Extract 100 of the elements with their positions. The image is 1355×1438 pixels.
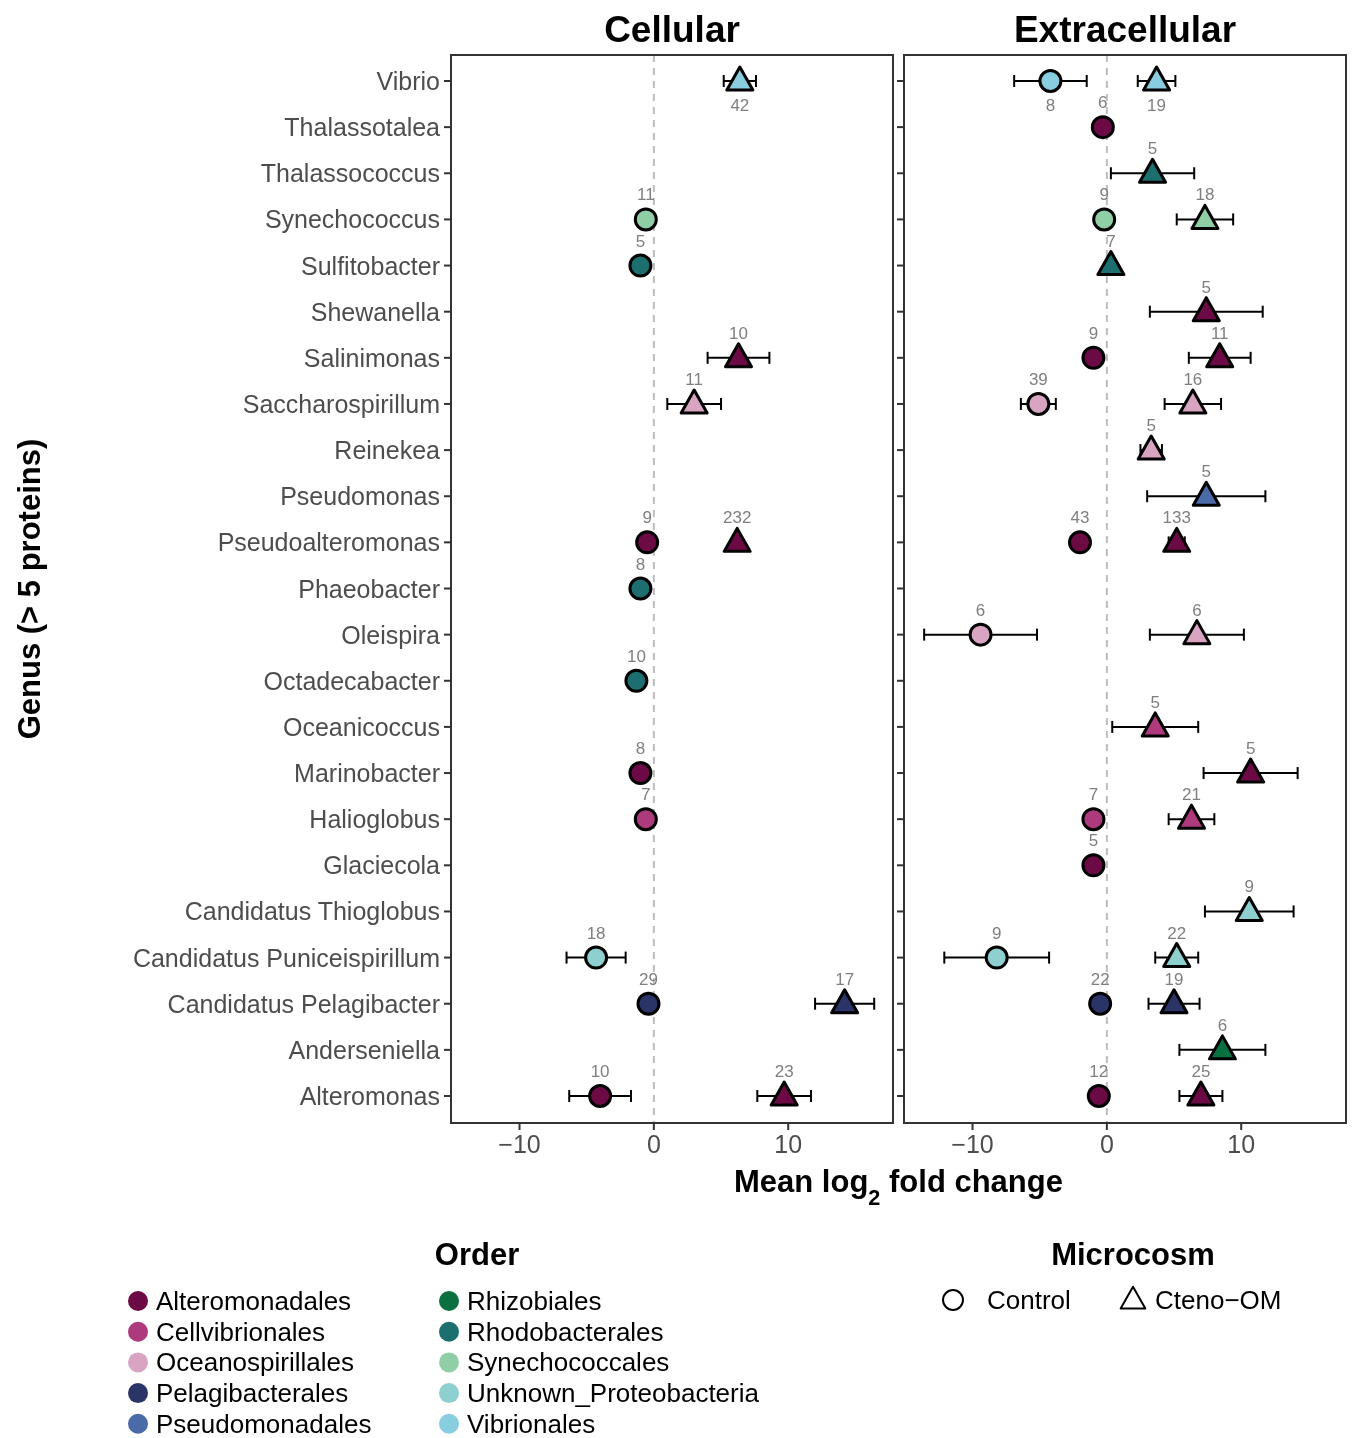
point xyxy=(636,991,661,1016)
annotation: 5 xyxy=(1150,692,1160,712)
annotation: 5 xyxy=(1201,462,1212,482)
point xyxy=(633,807,658,832)
point xyxy=(1096,250,1126,277)
annotation: 5 xyxy=(1201,277,1212,297)
point xyxy=(1026,391,1051,416)
annotation: 17 xyxy=(835,969,855,989)
legend-label: Pseudomonadales xyxy=(156,1408,372,1438)
annotation: 9 xyxy=(1099,185,1109,205)
point xyxy=(1182,619,1212,646)
y-tick-label: Alteromonas xyxy=(299,1082,440,1110)
annotation: 11 xyxy=(1210,323,1229,343)
annotation: 9 xyxy=(991,923,1002,943)
annotation: 19 xyxy=(1147,96,1167,115)
x-tick-label: 0 xyxy=(1099,1130,1114,1158)
legend-label: Rhodobacterales xyxy=(467,1316,664,1347)
y-tick-label: Glaciecola xyxy=(323,851,441,880)
chart-title: Extracellular xyxy=(1013,9,1237,50)
legend-label: Alteromonadales xyxy=(156,1286,352,1316)
annotation: 8 xyxy=(635,554,646,574)
annotation: 5 xyxy=(1146,416,1156,436)
x-tick-label: 10 xyxy=(1227,1130,1256,1158)
annotation: 8 xyxy=(1045,96,1056,115)
point xyxy=(1162,942,1192,969)
annotation: 43 xyxy=(1070,508,1090,528)
annotation: 6 xyxy=(1217,1015,1228,1035)
annotation: 7 xyxy=(1088,785,1099,805)
y-tick-label: Marinobacter xyxy=(294,759,440,788)
point xyxy=(1178,388,1208,415)
point xyxy=(1142,65,1172,92)
legend-label: Unknown_Proteobacteria xyxy=(467,1378,760,1409)
text: Cteno−OM xyxy=(1155,1285,1282,1315)
annotation: 10 xyxy=(590,1062,610,1081)
point xyxy=(1191,480,1221,507)
point xyxy=(628,576,653,601)
annotation: 10 xyxy=(729,323,748,343)
y-tick-label: Reinekea xyxy=(334,436,441,465)
chart-title: Cellular xyxy=(604,9,740,50)
annotation: 9 xyxy=(1088,323,1099,343)
legend-label: Oceanospirillales xyxy=(156,1347,354,1378)
y-tick-label: Vibrio xyxy=(376,67,440,95)
annotation: 133 xyxy=(1162,508,1191,528)
annotation: 22 xyxy=(1167,923,1187,943)
y-tick-label: Phaeobacter xyxy=(298,574,440,603)
point xyxy=(1081,345,1106,370)
y-tick-label: Halioglobus xyxy=(309,805,440,834)
annotation: 18 xyxy=(586,923,606,943)
y-tick-label: Pseudoalteromonas xyxy=(217,528,440,557)
point xyxy=(584,945,609,970)
y-tick-label: Thalassotalea xyxy=(284,113,441,142)
annotation: 42 xyxy=(730,96,750,115)
x-axis-title: Mean log$_{2}$ fold change xyxy=(734,1164,1063,1210)
annotation: 6 xyxy=(975,600,986,620)
point xyxy=(1138,157,1168,184)
point xyxy=(1207,1034,1237,1061)
annotation: 10 xyxy=(626,646,646,666)
annotation: 8 xyxy=(635,739,646,759)
annotation: 25 xyxy=(1191,1062,1211,1081)
point xyxy=(1190,203,1220,230)
annotation: 12 xyxy=(1089,1062,1109,1081)
annotation: 7 xyxy=(641,785,651,805)
y-tick-label: Candidatus Thioglobus xyxy=(184,897,440,926)
point xyxy=(1234,895,1264,922)
y-axis-title: Genus (> 5 proteins) xyxy=(12,438,47,740)
y-tick-label: Thalassococcus xyxy=(260,159,440,188)
y-tick-label: Pseudomonas xyxy=(280,482,440,511)
x-tick-label: 10 xyxy=(774,1130,803,1158)
y-tick-label: Shewanella xyxy=(310,297,441,326)
point xyxy=(1140,711,1170,738)
point xyxy=(1088,991,1113,1016)
annotation: 5 xyxy=(635,231,646,251)
y-tick-label: Oceanicoccus xyxy=(282,712,440,741)
annotation: 6 xyxy=(1098,93,1108,113)
y-tick-label: Synechococcus xyxy=(264,205,440,234)
annotation: 11 xyxy=(636,185,655,205)
legend-label: Vibrionales xyxy=(467,1408,596,1438)
legend-label: Pelagibacterales xyxy=(156,1378,349,1409)
y-tick-label: Anderseniella xyxy=(288,1035,441,1064)
annotation: 5 xyxy=(1147,139,1158,159)
point xyxy=(1191,296,1221,323)
annotation: 22 xyxy=(1090,969,1110,989)
annotation: 7 xyxy=(1106,231,1116,251)
annotation: 23 xyxy=(774,1062,794,1081)
annotation: 9 xyxy=(642,508,652,528)
y-tick-label: Octadecabacter xyxy=(263,666,440,695)
annotation: 19 xyxy=(1164,969,1184,989)
x-tick-label: 0 xyxy=(646,1130,661,1158)
y-tick-label: Salinimonas xyxy=(303,343,440,372)
annotation: 5 xyxy=(1088,831,1099,851)
annotation: 5 xyxy=(1245,739,1256,759)
annotation: 21 xyxy=(1182,785,1201,805)
legend-label: Rhizobiales xyxy=(467,1286,602,1316)
point xyxy=(1159,988,1189,1015)
point xyxy=(628,761,653,786)
annotation: 232 xyxy=(722,508,752,528)
point xyxy=(1186,1080,1216,1107)
point xyxy=(635,530,660,555)
y-tick-label: Candidatus Pelagibacter xyxy=(167,989,440,1018)
point xyxy=(588,1084,613,1108)
